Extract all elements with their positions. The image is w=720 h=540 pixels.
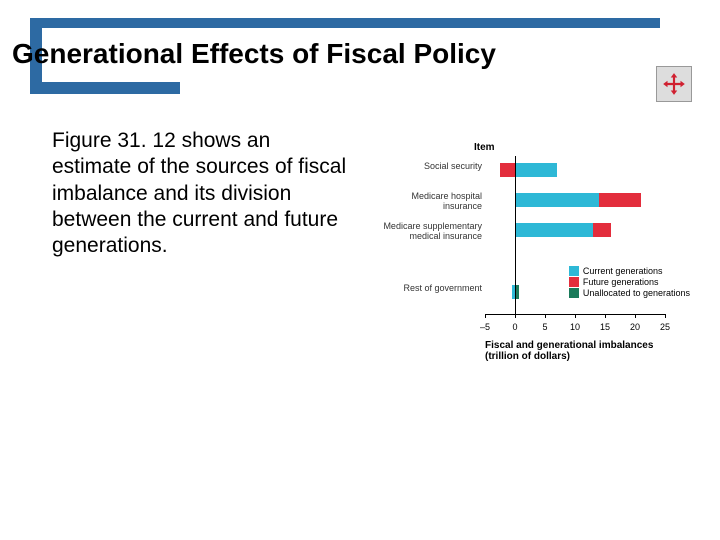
chart-tick bbox=[485, 314, 486, 318]
chart-bar-segment bbox=[515, 193, 599, 207]
chart-tick-label: 5 bbox=[535, 322, 555, 332]
chart-tick bbox=[545, 314, 546, 318]
chart-row: Medicare supplementary medical insurance bbox=[370, 220, 700, 250]
legend-label: Unallocated to generations bbox=[583, 288, 690, 298]
chart-bar-segment bbox=[593, 223, 611, 237]
chart-tick bbox=[665, 314, 666, 318]
legend-item: Future generations bbox=[569, 277, 690, 287]
move-arrows-icon[interactable] bbox=[656, 66, 692, 102]
legend-swatch bbox=[569, 266, 579, 276]
chart-tick bbox=[575, 314, 576, 318]
legend-item: Unallocated to generations bbox=[569, 288, 690, 298]
chart-zero-line bbox=[515, 156, 516, 314]
chart-row-label: Rest of government bbox=[370, 284, 482, 294]
chart-tick-label: 10 bbox=[565, 322, 585, 332]
chart-legend: Current generationsFuture generationsUna… bbox=[569, 266, 690, 299]
chart-tick-label: 25 bbox=[655, 322, 675, 332]
chart-row-label: Medicare hospital insurance bbox=[370, 192, 482, 212]
chart-tick-label: 15 bbox=[595, 322, 615, 332]
chart-row: Social security bbox=[370, 160, 700, 190]
chart-bar-segment bbox=[515, 163, 557, 177]
slide-title: Generational Effects of Fiscal Policy bbox=[12, 38, 496, 70]
legend-item: Current generations bbox=[569, 266, 690, 276]
body-paragraph: Figure 31. 12 shows an estimate of the s… bbox=[52, 128, 352, 259]
chart-bar-segment bbox=[599, 193, 641, 207]
chart-tick-label: 20 bbox=[625, 322, 645, 332]
chart-row-label: Social security bbox=[370, 162, 482, 172]
chart-tick bbox=[635, 314, 636, 318]
chart-x-axis-title: Fiscal and generational imbalances (tril… bbox=[485, 340, 653, 362]
chart-row-label: Medicare supplementary medical insurance bbox=[370, 222, 482, 242]
chart-tick bbox=[605, 314, 606, 318]
chart-tick-label: 0 bbox=[505, 322, 525, 332]
title-corner-horizontal bbox=[30, 82, 180, 94]
top-accent-bar bbox=[30, 18, 660, 28]
legend-swatch bbox=[569, 288, 579, 298]
chart-row: Medicare hospital insurance bbox=[370, 190, 700, 220]
chart-bar-segment bbox=[515, 223, 593, 237]
legend-swatch bbox=[569, 277, 579, 287]
fiscal-imbalance-chart: Item Social security Medicare hospital in… bbox=[370, 142, 700, 392]
legend-label: Future generations bbox=[583, 277, 659, 287]
legend-label: Current generations bbox=[583, 266, 663, 276]
chart-bar-segment bbox=[500, 163, 515, 177]
chart-column-header: Item bbox=[474, 142, 495, 153]
chart-tick bbox=[515, 314, 516, 318]
chart-tick-label: –5 bbox=[475, 322, 495, 332]
